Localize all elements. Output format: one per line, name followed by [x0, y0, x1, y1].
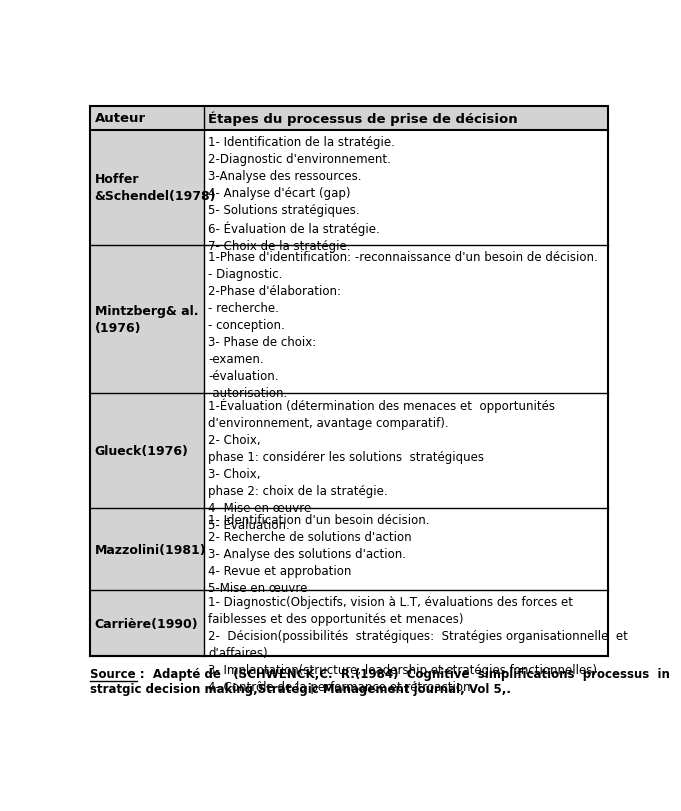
Bar: [91, 590, 204, 656]
Text: Carrière(1990): Carrière(1990): [95, 617, 198, 630]
Bar: [91, 246, 204, 393]
Text: Auteur: Auteur: [95, 112, 146, 125]
Bar: [91, 107, 607, 656]
Bar: [204, 131, 607, 246]
Text: Glueck(1976): Glueck(1976): [95, 444, 189, 457]
Text: Mintzberg& al.
(1976): Mintzberg& al. (1976): [95, 304, 198, 334]
Text: 1-Phase d'identification: -reconnaissance d'un besoin de décision.
- Diagnostic.: 1-Phase d'identification: -reconnaissanc…: [208, 251, 598, 399]
Text: 1- Diagnostic(Objectifs, vision à L.T, évaluations des forces et
faiblesses et d: 1- Diagnostic(Objectifs, vision à L.T, é…: [208, 595, 628, 693]
Bar: [91, 107, 204, 131]
Bar: [91, 508, 204, 590]
Text: Mazzolini(1981): Mazzolini(1981): [95, 543, 206, 556]
Text: 1- Identification de la stratégie.
2-Diagnostic d'environnement.
3-Analyse des r: 1- Identification de la stratégie. 2-Dia…: [208, 135, 395, 252]
Bar: [204, 393, 607, 508]
Bar: [204, 508, 607, 590]
Text: 1- Identification d'un besoin décision.
2- Recherche de solutions d'action
3- An: 1- Identification d'un besoin décision. …: [208, 513, 430, 594]
Text: Source :  Adapté de   (SCHWENCK,C.  R.(1984)  Cognitive  simplifications  proces: Source : Adapté de (SCHWENCK,C. R.(1984)…: [91, 667, 670, 680]
Text: Étapes du processus de prise de décision: Étapes du processus de prise de décision: [208, 111, 518, 126]
Bar: [204, 246, 607, 393]
Bar: [91, 393, 204, 508]
Bar: [204, 590, 607, 656]
Bar: [91, 131, 204, 246]
Bar: [204, 107, 607, 131]
Text: Hoffer
&Schendel(1978): Hoffer &Schendel(1978): [95, 173, 216, 203]
Text: 1-Évaluation (détermination des menaces et  opportunités
d'environnement, avanta: 1-Évaluation (détermination des menaces …: [208, 398, 555, 532]
Text: stratgic decision making,Stratégic Management journal, Vol 5,.: stratgic decision making,Stratégic Manag…: [91, 682, 511, 695]
